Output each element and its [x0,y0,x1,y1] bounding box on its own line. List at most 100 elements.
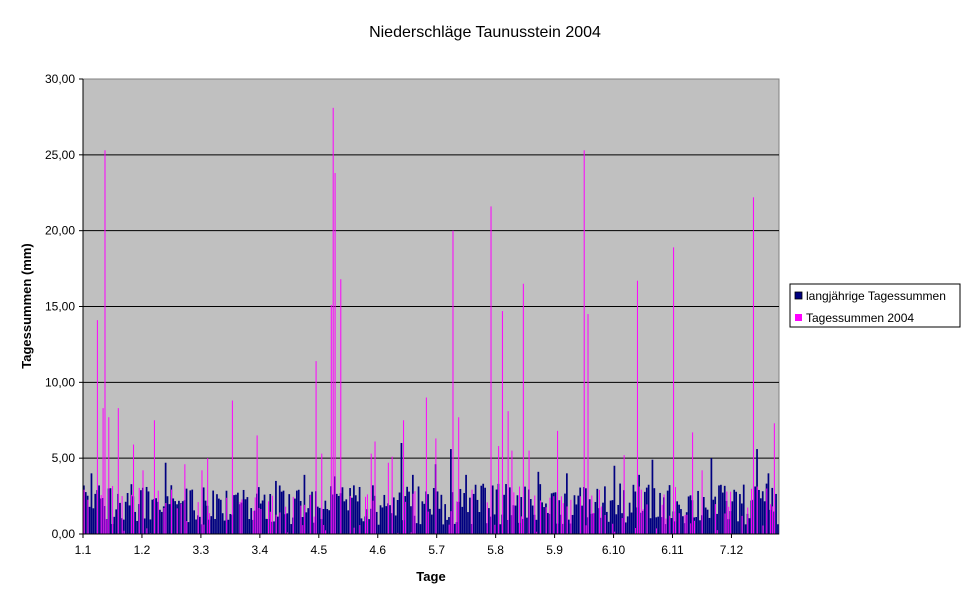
bar-longterm [318,507,321,534]
bar-longterm [653,488,656,534]
bar-2004 [226,497,228,534]
bar-longterm [218,498,220,534]
bar-longterm [98,485,100,534]
bar-2004 [271,495,273,534]
bar-longterm [467,512,469,534]
bar-2004 [450,511,452,534]
bar-2004 [539,500,541,534]
bar-longterm [643,491,646,534]
bar-2004 [604,514,606,534]
bar-2004 [566,506,568,534]
bar-longterm [115,509,118,534]
bar-longterm [199,516,201,534]
bar-longterm [406,486,408,534]
bar-2004 [585,525,587,534]
bar-longterm [670,518,673,534]
y-tick-label: 30,00 [45,72,75,86]
bar-longterm [476,499,479,534]
bar-longterm [488,508,490,534]
bar-longterm [119,502,121,534]
bar-longterm [193,510,196,534]
bar-longterm [324,500,327,534]
bar-2004 [104,150,106,535]
bar-longterm [607,521,610,534]
bar-longterm [480,485,483,534]
bar-longterm [761,491,764,534]
bar-longterm [571,514,574,534]
bar-2004 [435,438,437,534]
bar-longterm [286,513,289,534]
x-tick-label: 3.3 [193,543,210,557]
bar-longterm [499,524,502,534]
bar-2004 [365,496,367,534]
bar-longterm [463,493,466,534]
bar-longterm [758,489,760,534]
bar-longterm [767,473,770,534]
bar-2004 [410,532,412,534]
bar-2004 [591,495,593,534]
bar-longterm [311,491,313,534]
bar-2004 [370,453,372,534]
bar-longterm [619,483,621,534]
bar-longterm [594,501,597,534]
x-tick-label: 5.8 [487,543,504,557]
bar-longterm [495,489,498,534]
bar-longterm [398,492,401,534]
bar-longterm [84,492,87,534]
bar-2004 [612,523,614,534]
bar-2004 [623,455,625,534]
bar-2004 [458,417,460,534]
bar-longterm [242,489,245,534]
bar-2004 [635,527,637,534]
bar-2004 [638,486,640,534]
bar-2004 [536,531,538,534]
y-tick-label: 5,00 [52,451,76,465]
bar-2004 [741,515,743,534]
x-tick-label: 6.11 [661,543,684,557]
bar-longterm [680,509,682,534]
bar-longterm [140,490,142,534]
bar-longterm [748,518,751,534]
bar-longterm [227,519,230,534]
bar-2004 [663,494,665,534]
gridlines [83,154,779,459]
bar-2004 [690,523,692,534]
bar-longterm [721,492,724,534]
bar-2004 [197,502,199,534]
bar-longterm [431,514,433,534]
bar-2004 [252,510,254,534]
bar-longterm [718,485,720,534]
bar-2004 [171,489,173,534]
bar-longterm [124,501,127,534]
bar-2004 [701,470,703,534]
bar-2004 [397,532,399,534]
bar-longterm [720,484,722,534]
x-tick-label: 4.5 [310,543,327,557]
bar-2004 [560,496,562,534]
bar-longterm [541,502,544,534]
bar-2004 [163,508,165,534]
bar-2004 [686,514,688,534]
bar-2004 [598,489,600,534]
bar-longterm [415,523,418,534]
bar-longterm [400,443,403,534]
bar-longterm [543,507,545,534]
bar-2004 [241,499,243,534]
bar-longterm [505,484,507,534]
bar-longterm [649,518,652,534]
bar-longterm [444,504,447,534]
bar-longterm [567,519,570,534]
bar-longterm [777,524,779,534]
bar-longterm [702,497,705,534]
bar-2004 [131,494,133,534]
bar-2004 [404,501,406,534]
legend-swatch-2004 [795,314,802,321]
bar-longterm [408,491,410,534]
bar-longterm [147,491,150,534]
legend: langjährige Tagessummen Tagessummen 2004 [789,283,961,328]
bar-2004 [728,506,730,534]
bar-2004 [366,494,368,534]
bar-2004 [693,520,695,534]
bar-longterm [739,494,741,534]
bar-2004 [724,513,726,534]
